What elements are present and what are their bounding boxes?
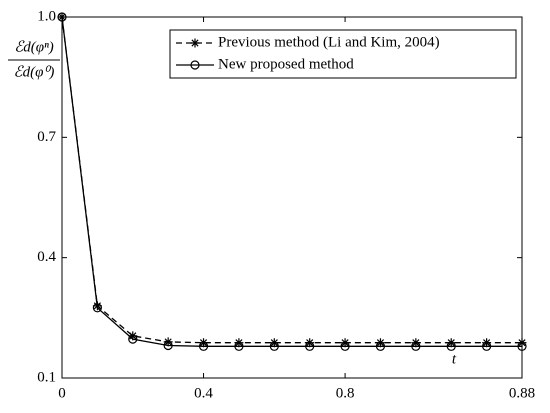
data-point [128, 334, 138, 344]
plot-frame [61, 16, 523, 379]
data-point [234, 341, 244, 351]
series-line [61, 16, 522, 347]
y-label-numerator: ℰd(φⁿ) [14, 39, 54, 55]
legend-label: New proposed method [218, 56, 354, 72]
y-tick-label: 0.1 [37, 369, 56, 385]
data-point [128, 331, 138, 341]
y-tick-label: 0.7 [37, 129, 56, 145]
y-tick-label: 1.0 [37, 8, 56, 24]
legend-box [169, 29, 517, 79]
data-point [482, 341, 492, 351]
data-point [305, 341, 315, 351]
data-point [411, 341, 421, 351]
data-point [269, 341, 279, 351]
x-tick-label: 0.8 [336, 385, 355, 401]
x-label: t [452, 351, 457, 367]
x-tick-label: 0.4 [194, 385, 213, 401]
legend-marker [190, 38, 200, 48]
x-tick-label: 0.88 [509, 385, 535, 401]
y-label-denominator: ℰd(φ⁰) [14, 64, 55, 80]
data-point [57, 12, 67, 22]
legend-label: Previous method (Li and Kim, 2004) [218, 34, 440, 50]
data-point [198, 341, 209, 351]
legend-marker [190, 60, 200, 70]
series-line [61, 16, 522, 344]
data-point [163, 340, 173, 351]
data-point [375, 341, 386, 351]
data-point [340, 341, 350, 351]
data-point [446, 341, 456, 351]
data-point [517, 341, 527, 351]
y-tick-label: 0.4 [37, 249, 56, 265]
x-tick-label: 0 [58, 385, 66, 401]
data-point [92, 303, 102, 313]
